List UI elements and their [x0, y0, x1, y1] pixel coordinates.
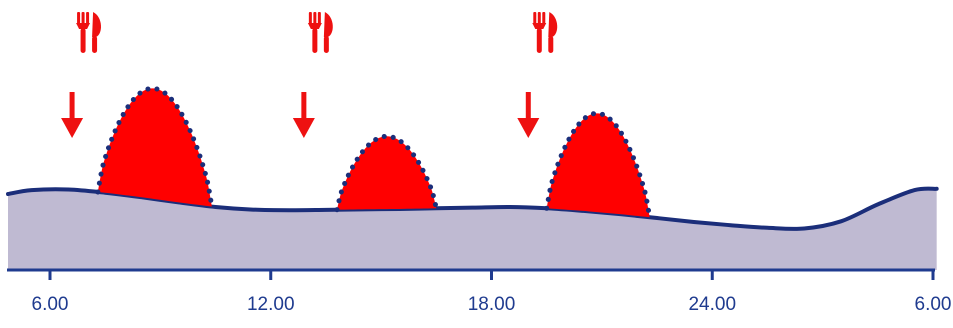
knife-blade: [548, 12, 558, 37]
x-axis: 6.00 12.00 18.00 24.00 6.00: [7, 268, 952, 315]
knife-blade: [92, 12, 101, 37]
meal-peak-dotted-outline-1: [95, 85, 215, 210]
fork-handle: [312, 28, 318, 53]
arrow-shaft: [525, 92, 531, 123]
arrow-shaft: [301, 92, 307, 123]
down-arrow-icon: [517, 92, 540, 138]
knife-icon: [323, 12, 333, 53]
fork-handle: [536, 28, 542, 53]
meal-peaks-layer: [95, 85, 653, 220]
meal-marker-3: [517, 12, 558, 138]
fork-icon: [76, 12, 91, 53]
knife-icon: [548, 12, 558, 53]
fork-neck: [307, 23, 322, 29]
meal-peak-1: [97, 88, 212, 207]
knife-handle: [323, 36, 329, 53]
knife-handle: [548, 36, 554, 53]
x-tick-label-4: 24.00: [688, 294, 736, 315]
x-tick-label-5: 6.00: [915, 294, 952, 315]
meal-marker-2: [292, 12, 333, 138]
arrow-shaft: [69, 92, 75, 123]
x-tick-label-2: 12.00: [247, 294, 295, 315]
knife-icon: [92, 12, 101, 53]
meal-peak-2: [336, 136, 437, 210]
fork-tine: [533, 12, 537, 24]
arrow-head: [517, 118, 540, 138]
meal-peak-dotted-outline-3: [544, 110, 653, 220]
arrow-head: [61, 118, 84, 138]
meal-markers-layer: [61, 12, 558, 138]
fork-tine: [86, 12, 90, 24]
fork-tine: [537, 12, 541, 24]
meal-marker-1: [61, 12, 101, 138]
arrow-head: [292, 118, 315, 138]
fork-neck: [76, 23, 91, 29]
fork-tine: [308, 12, 312, 24]
fork-tine: [77, 12, 81, 24]
down-arrow-icon: [292, 92, 315, 138]
fork-tine: [542, 12, 546, 24]
fork-tine: [81, 12, 85, 24]
x-tick-label-1: 6.00: [32, 294, 69, 315]
meal-peak-dotted-outline-2: [334, 133, 439, 213]
fork-icon: [307, 12, 322, 53]
fork-tine: [317, 12, 321, 24]
baseline-area-fill: [8, 188, 937, 270]
down-arrow-icon: [61, 92, 84, 138]
fork-neck: [532, 23, 547, 29]
fork-tine: [313, 12, 317, 24]
fork-handle: [80, 28, 86, 53]
fork-icon: [532, 12, 547, 53]
knife-blade: [323, 12, 333, 37]
knife-handle: [92, 36, 98, 53]
baseline-area-layer: [6, 186, 939, 270]
x-tick-label-3: 18.00: [468, 294, 516, 315]
meal-peak-3: [546, 113, 650, 218]
